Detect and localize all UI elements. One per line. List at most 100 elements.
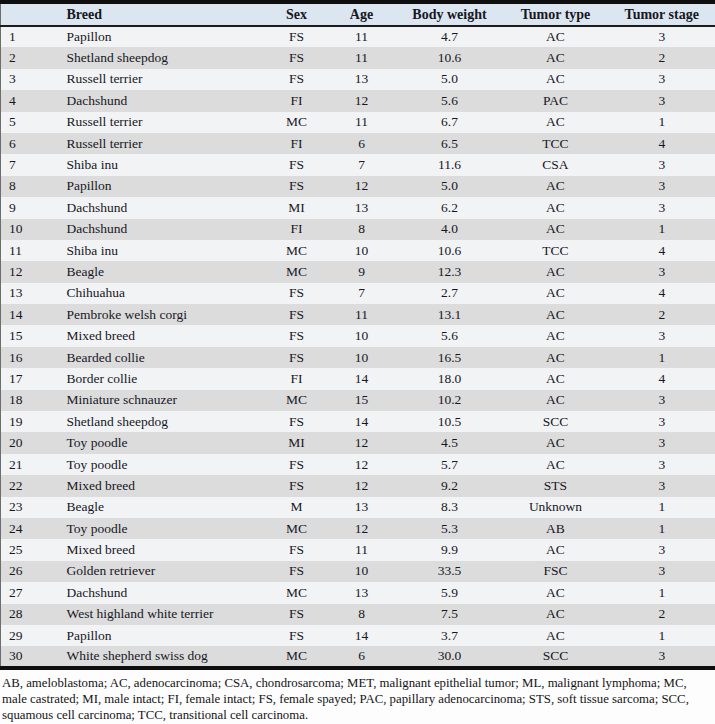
cell-breed: Shiba inu xyxy=(49,240,267,261)
cell-tumor-stage: 1 xyxy=(609,582,715,603)
cell-body-weight: 11.6 xyxy=(397,154,503,175)
header-row: Breed Sex Age Body weight Tumor type Tum… xyxy=(1,2,715,26)
cell-tumor-type: Unknown xyxy=(503,497,609,518)
cell-body-weight: 10.6 xyxy=(397,240,503,261)
cell-body-weight: 5.6 xyxy=(397,325,503,346)
cell-tumor-type: SCC xyxy=(503,646,609,667)
cell-tumor-stage: 4 xyxy=(609,133,715,154)
cell-tumor-stage: 3 xyxy=(609,197,715,218)
cell-age: 8 xyxy=(327,604,397,625)
cell-breed: Mixed breed xyxy=(49,539,267,560)
cell-sex: FS xyxy=(267,625,327,646)
cell-index: 24 xyxy=(1,518,49,539)
cell-tumor-stage: 3 xyxy=(609,390,715,411)
cell-tumor-stage: 3 xyxy=(609,69,715,90)
table-container: Breed Sex Age Body weight Tumor type Tum… xyxy=(0,0,715,724)
cell-tumor-type: AC xyxy=(503,454,609,475)
cell-sex: MC xyxy=(267,582,327,603)
cell-index: 13 xyxy=(1,283,49,304)
table-row: 19Shetland sheepdogFS1410.5SCC3 xyxy=(1,411,715,432)
cell-body-weight: 4.0 xyxy=(397,219,503,240)
cell-age: 13 xyxy=(327,69,397,90)
table-row: 7Shiba inuFS711.6CSA3 xyxy=(1,154,715,175)
cell-sex: FS xyxy=(267,154,327,175)
table-row: 28West highland white terrierFS87.5AC2 xyxy=(1,604,715,625)
cell-index: 9 xyxy=(1,197,49,218)
cell-body-weight: 5.3 xyxy=(397,518,503,539)
cell-body-weight: 5.0 xyxy=(397,69,503,90)
cell-age: 11 xyxy=(327,539,397,560)
cell-age: 11 xyxy=(327,112,397,133)
table-row: 9DachshundMI136.2AC3 xyxy=(1,197,715,218)
cell-body-weight: 18.0 xyxy=(397,368,503,389)
cell-sex: FS xyxy=(267,475,327,496)
cell-tumor-type: AC xyxy=(503,219,609,240)
cell-index: 18 xyxy=(1,390,49,411)
cell-age: 9 xyxy=(327,261,397,282)
cell-sex: FS xyxy=(267,325,327,346)
cell-index: 7 xyxy=(1,154,49,175)
cell-tumor-stage: 1 xyxy=(609,625,715,646)
cell-index: 4 xyxy=(1,90,49,111)
cell-tumor-type: AC xyxy=(503,26,609,47)
cell-sex: MC xyxy=(267,112,327,133)
cell-sex: MI xyxy=(267,432,327,453)
cell-tumor-stage: 4 xyxy=(609,240,715,261)
cell-index: 25 xyxy=(1,539,49,560)
cell-tumor-type: FSC xyxy=(503,561,609,582)
cell-age: 7 xyxy=(327,283,397,304)
cell-breed: Shiba inu xyxy=(49,154,267,175)
cell-index: 20 xyxy=(1,432,49,453)
cell-tumor-type: AC xyxy=(503,283,609,304)
table-row: 23BeagleM138.3Unknown1 xyxy=(1,497,715,518)
cell-tumor-type: TCC xyxy=(503,133,609,154)
case-table: Breed Sex Age Body weight Tumor type Tum… xyxy=(0,0,715,670)
cell-tumor-stage: 3 xyxy=(609,646,715,667)
cell-tumor-stage: 3 xyxy=(609,90,715,111)
cell-index: 1 xyxy=(1,26,49,47)
cell-sex: FS xyxy=(267,47,327,68)
cell-sex: M xyxy=(267,497,327,518)
cell-index: 17 xyxy=(1,368,49,389)
cell-age: 12 xyxy=(327,454,397,475)
cell-tumor-stage: 3 xyxy=(609,176,715,197)
cell-tumor-stage: 4 xyxy=(609,283,715,304)
cell-index: 2 xyxy=(1,47,49,68)
column-header-tumor-type: Tumor type xyxy=(503,2,609,26)
cell-age: 6 xyxy=(327,133,397,154)
cell-index: 29 xyxy=(1,625,49,646)
cell-index: 30 xyxy=(1,646,49,667)
cell-breed: Beagle xyxy=(49,261,267,282)
cell-tumor-stage: 3 xyxy=(609,539,715,560)
cell-tumor-type: STS xyxy=(503,475,609,496)
cell-sex: FS xyxy=(267,411,327,432)
cell-tumor-stage: 2 xyxy=(609,47,715,68)
cell-body-weight: 6.7 xyxy=(397,112,503,133)
table-row: 10DachshundFI84.0AC1 xyxy=(1,219,715,240)
cell-body-weight: 2.7 xyxy=(397,283,503,304)
cell-breed: Beagle xyxy=(49,497,267,518)
cell-breed: Mixed breed xyxy=(49,325,267,346)
table-row: 27DachshundMC135.9AC1 xyxy=(1,582,715,603)
cell-sex: MC xyxy=(267,518,327,539)
cell-age: 11 xyxy=(327,304,397,325)
cell-tumor-type: AC xyxy=(503,304,609,325)
cell-index: 26 xyxy=(1,561,49,582)
cell-index: 21 xyxy=(1,454,49,475)
cell-tumor-stage: 3 xyxy=(609,454,715,475)
cell-age: 13 xyxy=(327,582,397,603)
cell-breed: Shetland sheepdog xyxy=(49,47,267,68)
cell-tumor-stage: 3 xyxy=(609,26,715,47)
cell-age: 10 xyxy=(327,325,397,346)
cell-breed: Miniature schnauzer xyxy=(49,390,267,411)
table-row: 30White shepherd swiss dogMC630.0SCC3 xyxy=(1,646,715,667)
cell-body-weight: 10.6 xyxy=(397,47,503,68)
cell-index: 5 xyxy=(1,112,49,133)
table-row: 13ChihuahuaFS72.7AC4 xyxy=(1,283,715,304)
cell-index: 19 xyxy=(1,411,49,432)
cell-tumor-stage: 3 xyxy=(609,475,715,496)
cell-breed: West highland white terrier xyxy=(49,604,267,625)
cell-sex: FS xyxy=(267,69,327,90)
cell-tumor-type: AC xyxy=(503,368,609,389)
cell-tumor-type: AB xyxy=(503,518,609,539)
